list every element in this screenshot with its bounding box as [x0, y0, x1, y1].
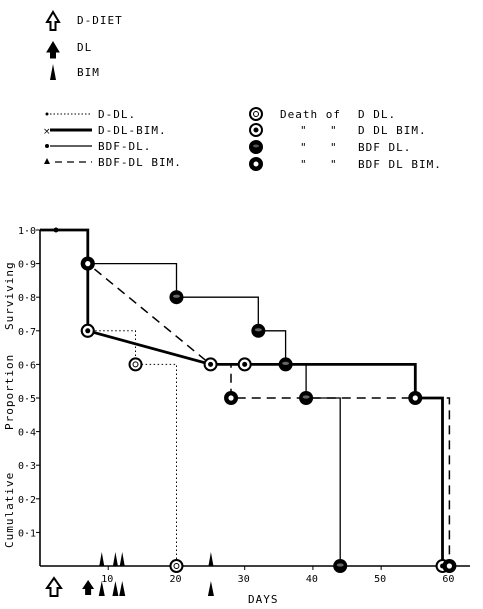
death-marker-d-dl: [169, 559, 184, 573]
death-marker-bdf-dl-bim-inner: [412, 395, 418, 401]
ditto-mark: ": [300, 141, 308, 154]
solid-arrow-up-icon: [82, 580, 95, 595]
legend-bdf-dl-bim-label: BDF-DL BIM.: [98, 156, 182, 169]
y-axis-title-surviving: Surviving: [3, 261, 16, 330]
x-axis-title: DAYS: [248, 593, 279, 606]
series-lines: [40, 228, 451, 566]
death-marker-bdf-dl-inner: [254, 328, 262, 332]
legend-death-d-dl-bim: " " D DL BIM.: [249, 123, 427, 137]
legend-line-bdf-dl: BDF-DL.: [45, 140, 151, 153]
x-tick-label: 10: [101, 574, 113, 585]
legend-d-dl-bim-label: D-DL-BIM.: [98, 124, 167, 137]
ditto-mark: ": [330, 141, 338, 154]
death-marker-bdf-dl-inner: [172, 294, 180, 298]
legend-death-bdf-dl-label: BDF DL.: [358, 141, 411, 154]
x-tick-label: 60: [442, 574, 454, 585]
legend-line-bdf-dl-bim: BDF-DL BIM.: [44, 156, 182, 169]
legend-dl-label: DL: [77, 41, 92, 54]
legend-death-prefix: Death of: [280, 108, 341, 121]
hollow-arrow-up-icon: [45, 10, 61, 31]
death-marker-bdf-dl-bim-inner: [85, 261, 91, 267]
death-marker-bdf-dl-bim-inner: [446, 563, 452, 569]
thin-arrow-up-icon: [99, 552, 105, 566]
thin-arrow-up-icon: [50, 64, 56, 80]
death-marker-d-dl-bim-inner: [242, 361, 248, 367]
legend-deaths: Death of D DL. " " D DL BIM. " " BDF DL.…: [249, 107, 442, 171]
legend-death-bdf-dl-bim: " " BDF DL BIM.: [249, 157, 442, 171]
cross-icon: ×: [43, 127, 51, 137]
death-marker-d-dl-bim-inner: [85, 328, 91, 334]
y-axis-title-cumulative: Cumulative: [3, 472, 16, 548]
legend-top: D-DIET DL BIM: [45, 10, 123, 80]
death-marker-d-dl: [128, 357, 143, 372]
death-marker-bdf-dl-bim-inner: [228, 395, 234, 401]
death-marker-d-dl-inner: [132, 361, 139, 368]
legend-death-d-dl: Death of D DL.: [249, 107, 396, 121]
treatment-markers: [45, 552, 214, 597]
thin-arrow-up-icon: [119, 552, 125, 566]
y-tick-label: 0·7: [18, 327, 36, 338]
death-marker-d-dl-bim-inner: [208, 361, 214, 367]
legend-d-diet-label: D-DIET: [77, 14, 123, 27]
legend-line-d-dl: D-DL.: [45, 108, 136, 121]
y-tick-label: 0·6: [18, 360, 36, 371]
x-tick-label: 50: [374, 574, 386, 585]
thin-arrow-up-icon: [112, 581, 119, 596]
legend-death-bdf-dl: " " BDF DL.: [249, 140, 411, 154]
x-tick-label: 30: [238, 574, 250, 585]
thin-arrow-up-icon: [98, 581, 105, 596]
y-ticks: 1·0 0·9 0·8 0·7 0·6 0·5 0·4 0·3 0·2 0·1: [18, 226, 40, 539]
legend-bdf-dl-label: BDF-DL.: [98, 140, 151, 153]
start-point: [53, 227, 59, 233]
ditto-mark: ": [300, 124, 308, 137]
legend-death-bdf-dl-bim-label: BDF DL BIM.: [358, 158, 442, 171]
y-tick-label: 0·4: [18, 428, 36, 439]
legend-death-d-dl-label: D DL.: [358, 108, 396, 121]
legend-line-d-dl-bim: × D-DL-BIM.: [43, 124, 167, 137]
x-tick-label: 20: [169, 574, 181, 585]
legend-d-dl-label: D-DL.: [98, 108, 136, 121]
death-markers: [53, 227, 457, 573]
y-tick-label: 1·0: [18, 226, 36, 237]
series-line-solid: [40, 229, 341, 566]
legend-lines: D-DL. × D-DL-BIM. BDF-DL. BDF-DL BIM.: [43, 108, 182, 169]
thin-arrow-up-icon: [208, 552, 214, 566]
y-tick-label: 0·9: [18, 260, 36, 271]
solid-arrow-up-icon: [46, 41, 60, 59]
hollow-arrow-up-icon: [45, 576, 63, 597]
axes: 1·0 0·9 0·8 0·7 0·6 0·5 0·4 0·3 0·2 0·1 10 20 30 40 5…: [3, 226, 470, 606]
y-axis-title-proportion: Proportion: [3, 354, 16, 430]
series-line-dashed: [40, 229, 451, 566]
thin-arrow-up-icon: [112, 552, 118, 566]
ditto-mark: ": [330, 158, 338, 171]
thin-arrow-up-icon: [207, 581, 214, 596]
legend-bim-label: BIM: [77, 66, 100, 79]
ditto-mark: ": [330, 124, 338, 137]
y-tick-label: 0·3: [18, 461, 36, 472]
death-marker-bdf-dl-inner: [282, 361, 290, 365]
y-tick-label: 0·1: [18, 528, 36, 539]
x-ticks: 10 20 30 40 50 60: [101, 566, 454, 585]
thin-arrow-up-icon: [119, 581, 126, 596]
x-tick-label: 40: [306, 574, 318, 585]
series-line-dotted: [40, 229, 177, 566]
death-marker-bdf-dl-inner: [336, 563, 344, 567]
death-marker-d-dl-inner: [173, 563, 180, 569]
legend-death-d-dl-bim-label: D DL BIM.: [358, 124, 427, 137]
y-tick-label: 0·2: [18, 495, 36, 506]
ditto-mark: ": [300, 158, 308, 171]
y-tick-label: 0·5: [18, 394, 36, 405]
death-marker-bdf-dl-inner: [302, 395, 310, 399]
y-tick-label: 0·8: [18, 293, 36, 304]
